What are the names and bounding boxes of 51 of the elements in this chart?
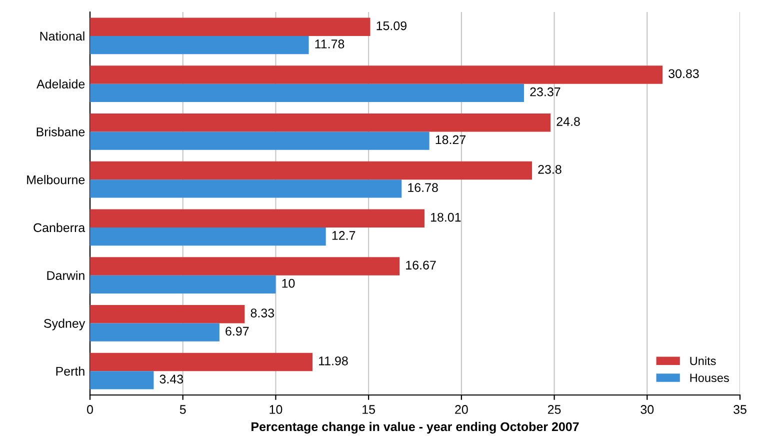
data-label: 30.83: [668, 69, 699, 78]
data-label: 11.78: [315, 40, 344, 48]
x-tick-label: 35: [734, 405, 746, 414]
bar: [90, 132, 430, 150]
y-tick-label: Adelaide: [36, 79, 85, 88]
bar: [90, 113, 551, 132]
y-tick-label: Canberra: [34, 222, 86, 232]
x-axis-title: Percentage change in value - year ending October 2007: [252, 422, 579, 434]
data-label: 10: [282, 278, 295, 288]
data-label: 16.78: [408, 183, 438, 192]
data-label: 8.33: [250, 308, 274, 318]
y-tick-label: National: [40, 31, 84, 41]
x-tick-label: 30: [640, 405, 654, 414]
data-label: 12.7: [332, 231, 356, 240]
bar: [90, 161, 532, 180]
data-label: 18.27: [436, 135, 466, 144]
data-label: 11.98: [318, 356, 348, 366]
data-label: 23.37: [530, 87, 560, 96]
x-tick-label: 5: [180, 405, 186, 414]
y-tick-label: Brisbane: [36, 127, 85, 136]
y-tick-label: Sydney: [44, 318, 86, 330]
data-label: 3.43: [160, 374, 184, 384]
bar: [90, 66, 663, 84]
bar: [90, 304, 245, 324]
y-tick-label: Perth: [56, 366, 84, 376]
data-label: 16.67: [406, 260, 436, 270]
x-tick-label: 25: [548, 405, 561, 414]
x-tick-label: 10: [270, 405, 282, 414]
bar: [90, 275, 276, 294]
data-label: 24.8: [556, 117, 580, 126]
x-tick-label: 0: [87, 405, 93, 414]
bar: [90, 18, 370, 36]
legend-label: Units: [690, 356, 716, 366]
y-tick-label: Melbourne: [27, 175, 85, 184]
bar: [90, 84, 524, 102]
x-tick-label: 20: [455, 405, 468, 414]
bar: [90, 36, 309, 54]
legend-label: Houses: [690, 374, 729, 382]
data-label: 18.01: [430, 212, 461, 222]
data-label: 15.09: [376, 21, 406, 30]
bar: [90, 180, 402, 198]
y-tick-label: Darwin: [47, 270, 84, 280]
bar: [90, 209, 424, 228]
bar: [90, 371, 154, 390]
bar: [90, 323, 220, 342]
bar: [90, 352, 312, 372]
data-label: 6.97: [226, 326, 249, 336]
data-label: 23.8: [538, 164, 562, 174]
bar: [90, 227, 326, 246]
x-tick-label: 15: [362, 405, 375, 414]
bar: [90, 257, 400, 276]
